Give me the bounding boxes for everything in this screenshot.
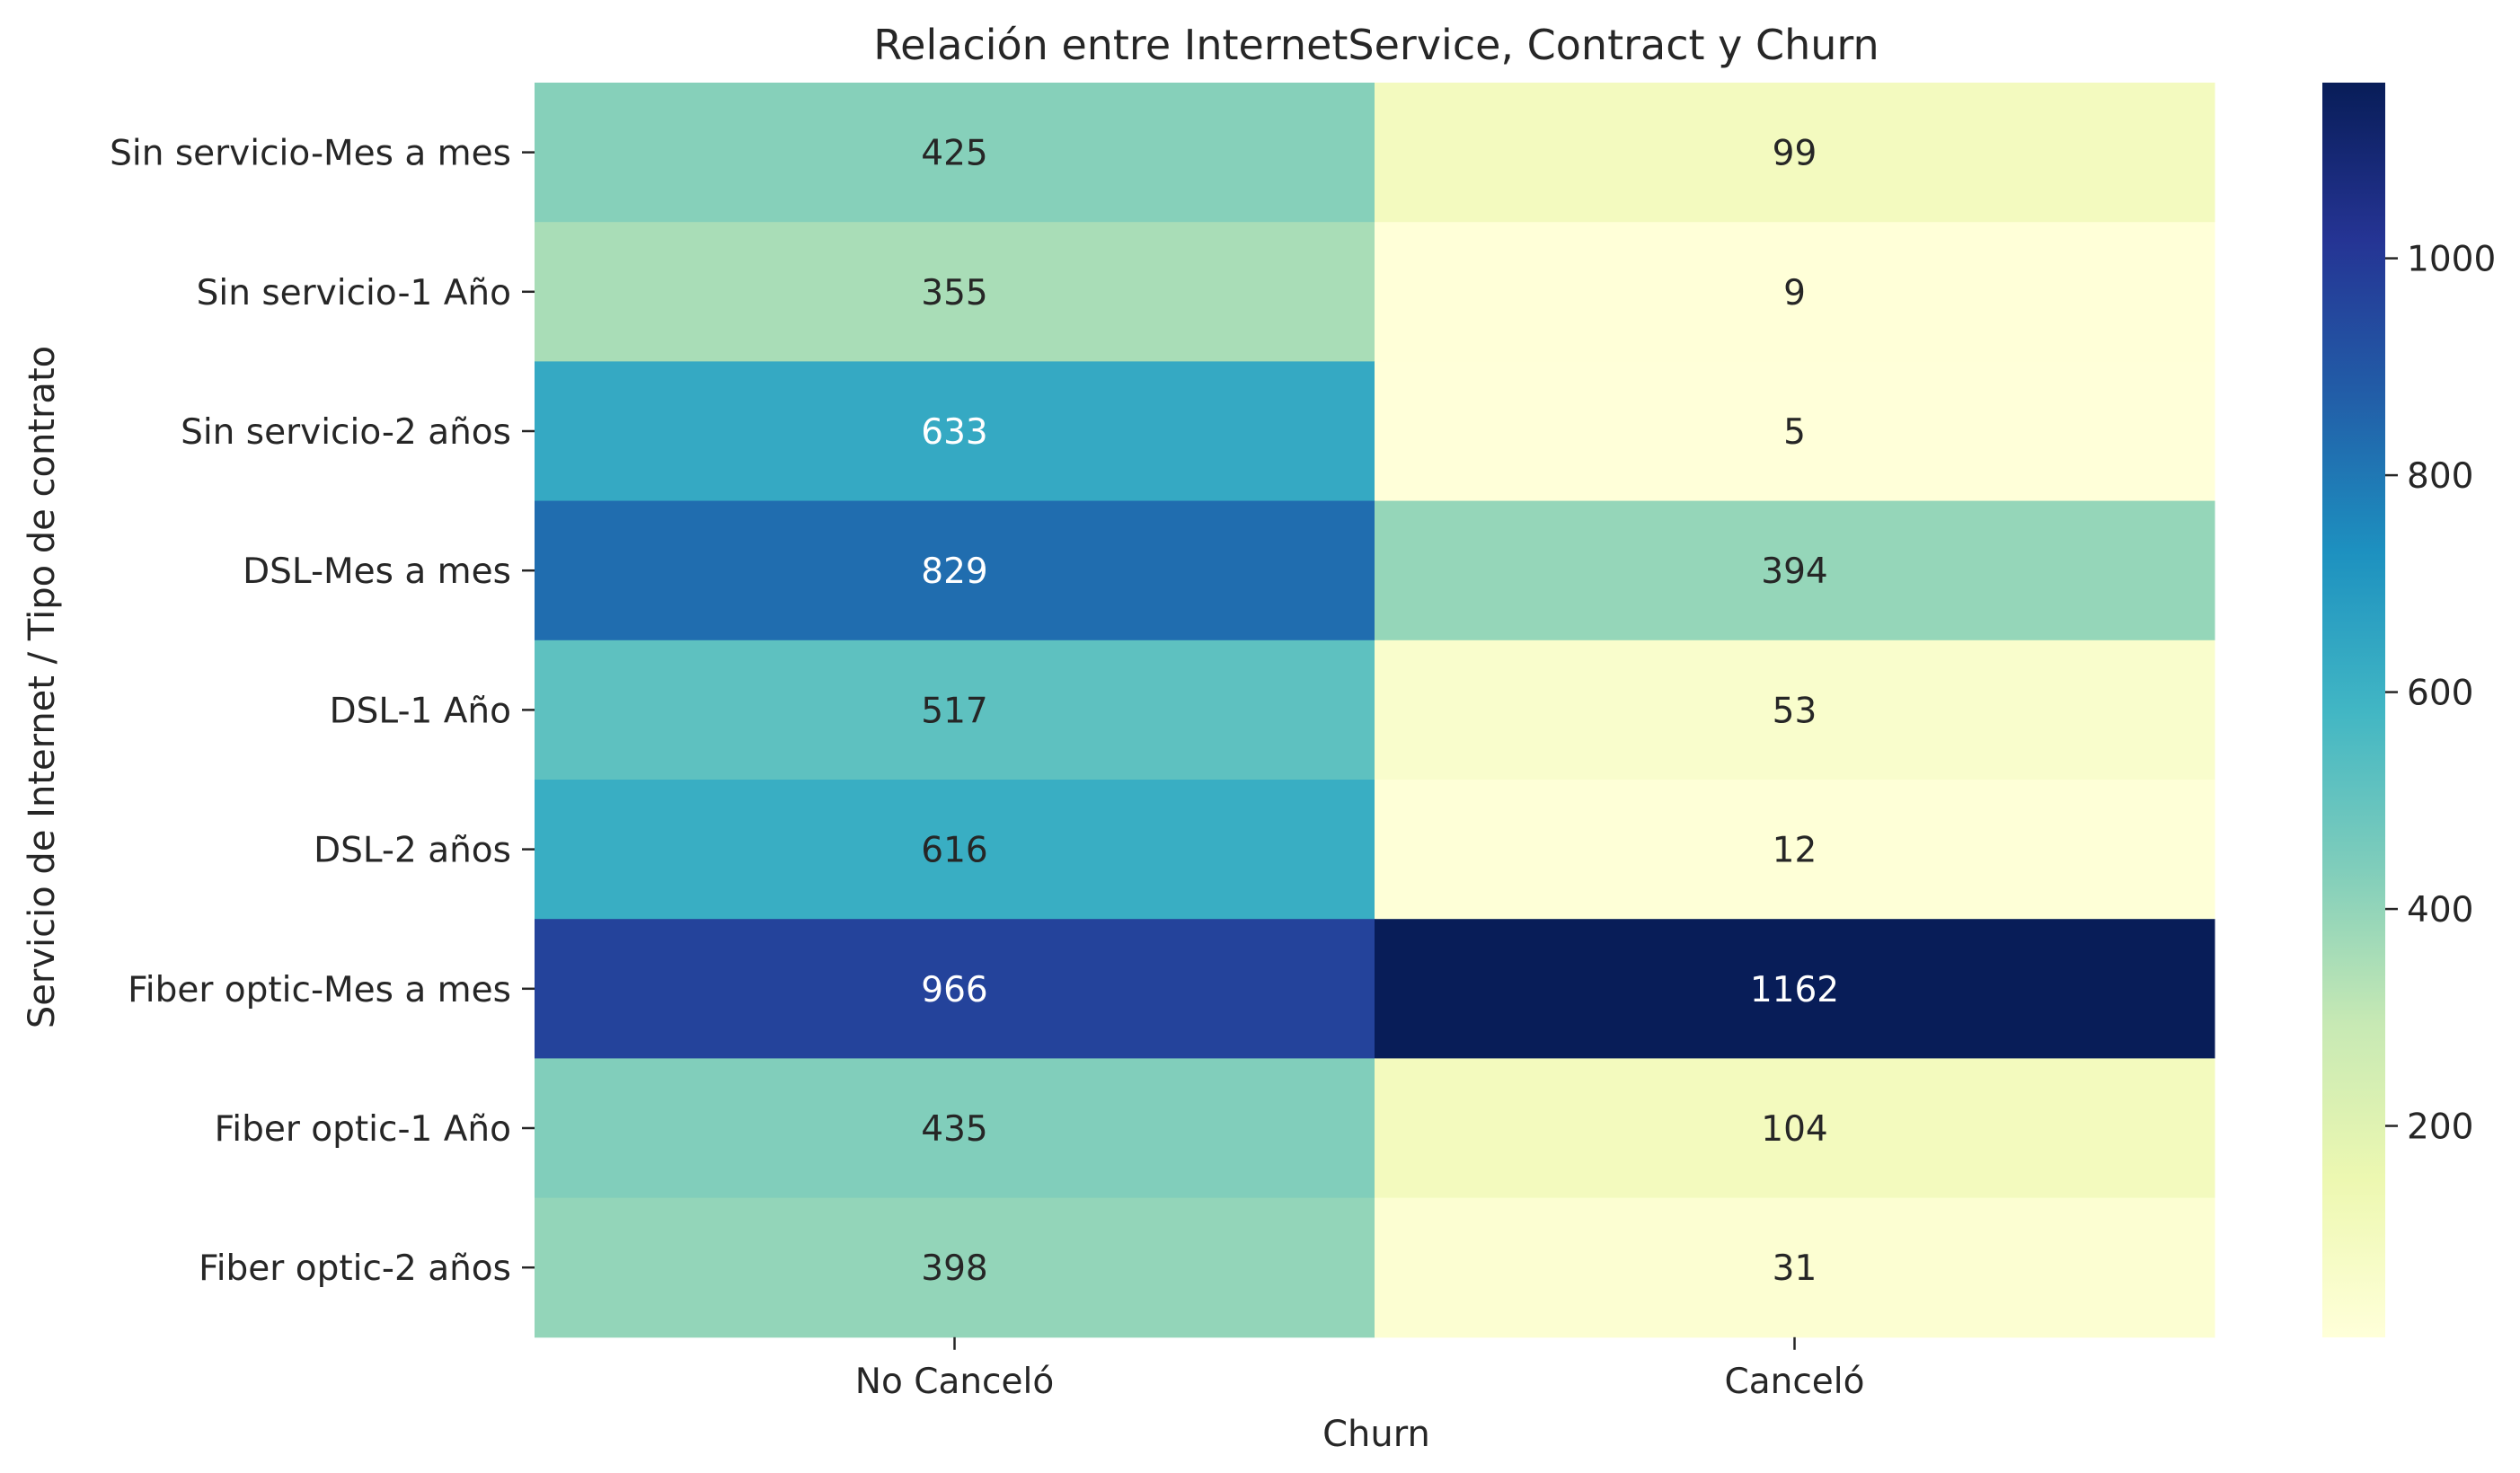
- cell-value-label: 12: [1773, 831, 1817, 871]
- heatmap-cell: [535, 639, 1375, 781]
- colorbar-tick-label: 1000: [2407, 240, 2496, 280]
- y-tick-label: DSL-2 años: [314, 831, 511, 871]
- cell-value-label: 425: [921, 134, 987, 174]
- heatmap-cell: [1375, 639, 2215, 781]
- y-tick-label: Sin servicio-Mes a mes: [110, 134, 511, 174]
- heatmap-cell: [1375, 780, 2215, 920]
- heatmap-cell: [535, 1058, 1375, 1199]
- colorbar-tick-label: 800: [2407, 456, 2473, 497]
- cell-value-label: 616: [921, 831, 987, 871]
- heatmap-cell: [1375, 83, 2215, 223]
- x-axis-label: Churn: [1322, 1414, 1430, 1455]
- colorbar-tick-label: 400: [2407, 890, 2473, 931]
- y-axis-label: Servicio de Internet / Tipo de contrato: [22, 346, 63, 1028]
- colorbar-tick-label: 200: [2407, 1107, 2473, 1148]
- heatmap-cell: [535, 222, 1375, 362]
- cell-value-label: 394: [1761, 551, 1827, 592]
- cell-value-label: 9: [1783, 273, 1806, 313]
- heatmap-cell: [1375, 222, 2215, 362]
- cell-value-label: 435: [921, 1109, 987, 1150]
- heatmap-cell: [535, 83, 1375, 223]
- cell-value-label: 355: [921, 273, 987, 313]
- heatmap-cells: [535, 83, 2215, 1338]
- y-tick-label: DSL-Mes a mes: [243, 551, 511, 592]
- chart-title: Relación entre InternetService, Contract…: [873, 21, 1879, 69]
- y-tick-label: Fiber optic-1 Año: [215, 1109, 511, 1150]
- cell-value-label: 517: [921, 691, 987, 731]
- y-axis-ticks: Sin servicio-Mes a mes Sin servicio-1 Año…: [110, 134, 535, 1289]
- cell-value-label: 53: [1773, 691, 1817, 731]
- heatmap-cell: [535, 1197, 1375, 1338]
- y-tick-label: Sin servicio-2 años: [181, 412, 511, 453]
- heatmap-cell: [535, 500, 1375, 641]
- cell-value-label: 99: [1773, 134, 1817, 174]
- heatmap-cell: [535, 780, 1375, 920]
- cell-value-label: 966: [921, 970, 987, 1010]
- y-tick-label: DSL-1 Año: [330, 691, 511, 731]
- y-tick-label: Fiber optic-Mes a mes: [128, 970, 511, 1010]
- heatmap-cell: [1375, 500, 2215, 641]
- cell-value-label: 31: [1773, 1248, 1817, 1289]
- colorbar-gradient: [2322, 83, 2385, 1337]
- heatmap-cell: [535, 361, 1375, 502]
- heatmap-cell: [1375, 919, 2215, 1059]
- heatmap-cell: [535, 919, 1375, 1059]
- x-axis-ticks: No Canceló Canceló: [855, 1336, 1865, 1402]
- cell-value-label: 398: [921, 1248, 987, 1289]
- cell-value-label: 633: [921, 412, 987, 453]
- y-tick-label: Sin servicio-1 Año: [197, 273, 511, 313]
- heatmap-cell: [1375, 1058, 2215, 1199]
- cell-value-label: 104: [1761, 1109, 1827, 1150]
- colorbar: 200 400 600 800 1000: [2322, 83, 2496, 1337]
- cell-value-label: 5: [1783, 412, 1806, 453]
- heatmap-cell-labels: 425 99 355 9 633 5 829 394 517 53 616 12 966 1162 435 1…: [921, 134, 1839, 1290]
- x-tick-label: Canceló: [1725, 1362, 1865, 1402]
- y-tick-label: Fiber optic-2 años: [199, 1248, 511, 1289]
- x-tick-label: No Canceló: [855, 1362, 1054, 1402]
- colorbar-ticks: 200 400 600 800 1000: [2385, 240, 2496, 1148]
- cell-value-label: 1162: [1750, 970, 1839, 1010]
- colorbar-tick-label: 600: [2407, 674, 2473, 714]
- cell-value-label: 829: [921, 551, 987, 592]
- heatmap-cell: [1375, 361, 2215, 502]
- heatmap-cell: [1375, 1197, 2215, 1338]
